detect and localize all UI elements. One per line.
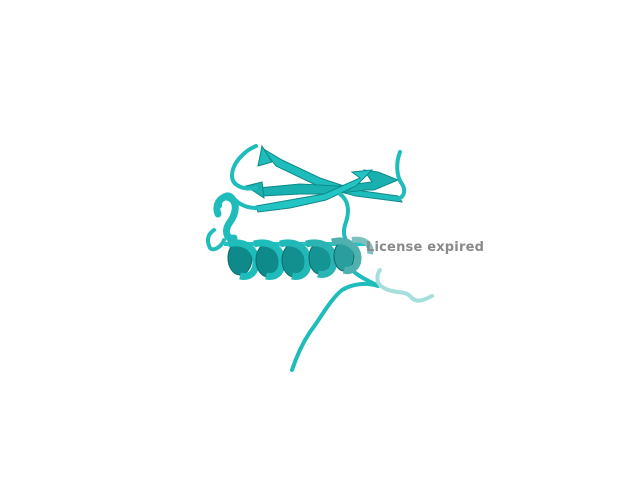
coil-loop (290, 268, 380, 372)
short-helix (213, 193, 239, 242)
license-watermark: License expired (366, 240, 485, 255)
helix-ribbon (351, 236, 374, 255)
coil-loop (205, 228, 226, 252)
coil-loop (395, 150, 407, 200)
beta-sheet (244, 144, 404, 213)
beta-strand (255, 169, 374, 213)
beta-strand-arrowhead (257, 144, 273, 167)
alpha-helix (224, 236, 374, 280)
helix-turns (227, 236, 374, 280)
coil-loop (338, 192, 352, 246)
coil-loop (230, 144, 258, 191)
coil-loop-faded (375, 268, 434, 303)
helix-ribbon (279, 239, 312, 280)
helix-turn (213, 193, 239, 242)
helix-ribbon (331, 237, 362, 274)
